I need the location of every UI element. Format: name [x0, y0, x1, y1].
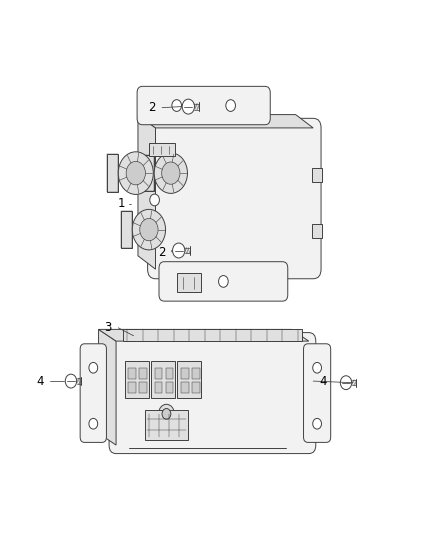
- Bar: [143, 155, 154, 191]
- Bar: [107, 154, 118, 192]
- Bar: [192, 368, 200, 379]
- Bar: [177, 273, 201, 292]
- Text: 2: 2: [148, 101, 155, 114]
- Bar: [192, 382, 200, 393]
- Bar: [149, 143, 175, 156]
- Bar: [145, 410, 188, 440]
- Bar: [139, 368, 147, 379]
- Bar: [123, 329, 302, 341]
- Bar: [107, 154, 118, 192]
- Bar: [312, 168, 322, 182]
- Bar: [166, 368, 173, 379]
- Circle shape: [89, 362, 98, 373]
- Circle shape: [313, 418, 321, 429]
- Circle shape: [162, 408, 171, 419]
- Circle shape: [159, 404, 174, 423]
- Ellipse shape: [118, 152, 153, 195]
- Bar: [139, 382, 147, 393]
- FancyBboxPatch shape: [148, 118, 321, 279]
- Polygon shape: [99, 329, 116, 445]
- FancyBboxPatch shape: [159, 262, 288, 301]
- Bar: [121, 212, 132, 248]
- FancyBboxPatch shape: [304, 344, 331, 442]
- Bar: [177, 361, 201, 398]
- Bar: [151, 361, 175, 398]
- Ellipse shape: [154, 153, 187, 193]
- Circle shape: [65, 374, 77, 388]
- Circle shape: [173, 243, 185, 258]
- Bar: [125, 361, 149, 398]
- Circle shape: [219, 276, 228, 287]
- Text: 1: 1: [117, 197, 125, 210]
- Bar: [181, 382, 189, 393]
- Polygon shape: [138, 115, 155, 269]
- Bar: [128, 382, 136, 393]
- Circle shape: [172, 100, 181, 111]
- Bar: [121, 212, 132, 248]
- Polygon shape: [99, 329, 309, 341]
- Text: 4: 4: [36, 375, 44, 387]
- Circle shape: [340, 376, 352, 390]
- Bar: [143, 155, 154, 191]
- Ellipse shape: [140, 219, 158, 241]
- FancyBboxPatch shape: [109, 333, 316, 454]
- Bar: [181, 368, 189, 379]
- Circle shape: [313, 362, 321, 373]
- Bar: [312, 224, 322, 238]
- Circle shape: [182, 99, 194, 114]
- Circle shape: [89, 418, 98, 429]
- Polygon shape: [138, 115, 313, 128]
- Bar: [128, 368, 136, 379]
- Ellipse shape: [162, 162, 180, 184]
- FancyBboxPatch shape: [80, 344, 106, 442]
- Bar: [155, 382, 162, 393]
- Circle shape: [226, 100, 236, 111]
- Text: 4: 4: [320, 375, 327, 387]
- Text: 3: 3: [104, 321, 112, 334]
- Bar: [166, 382, 173, 393]
- Ellipse shape: [132, 209, 166, 250]
- Text: 2: 2: [158, 246, 166, 259]
- Ellipse shape: [126, 161, 145, 185]
- FancyBboxPatch shape: [137, 86, 270, 125]
- Bar: [155, 368, 162, 379]
- Circle shape: [150, 194, 159, 206]
